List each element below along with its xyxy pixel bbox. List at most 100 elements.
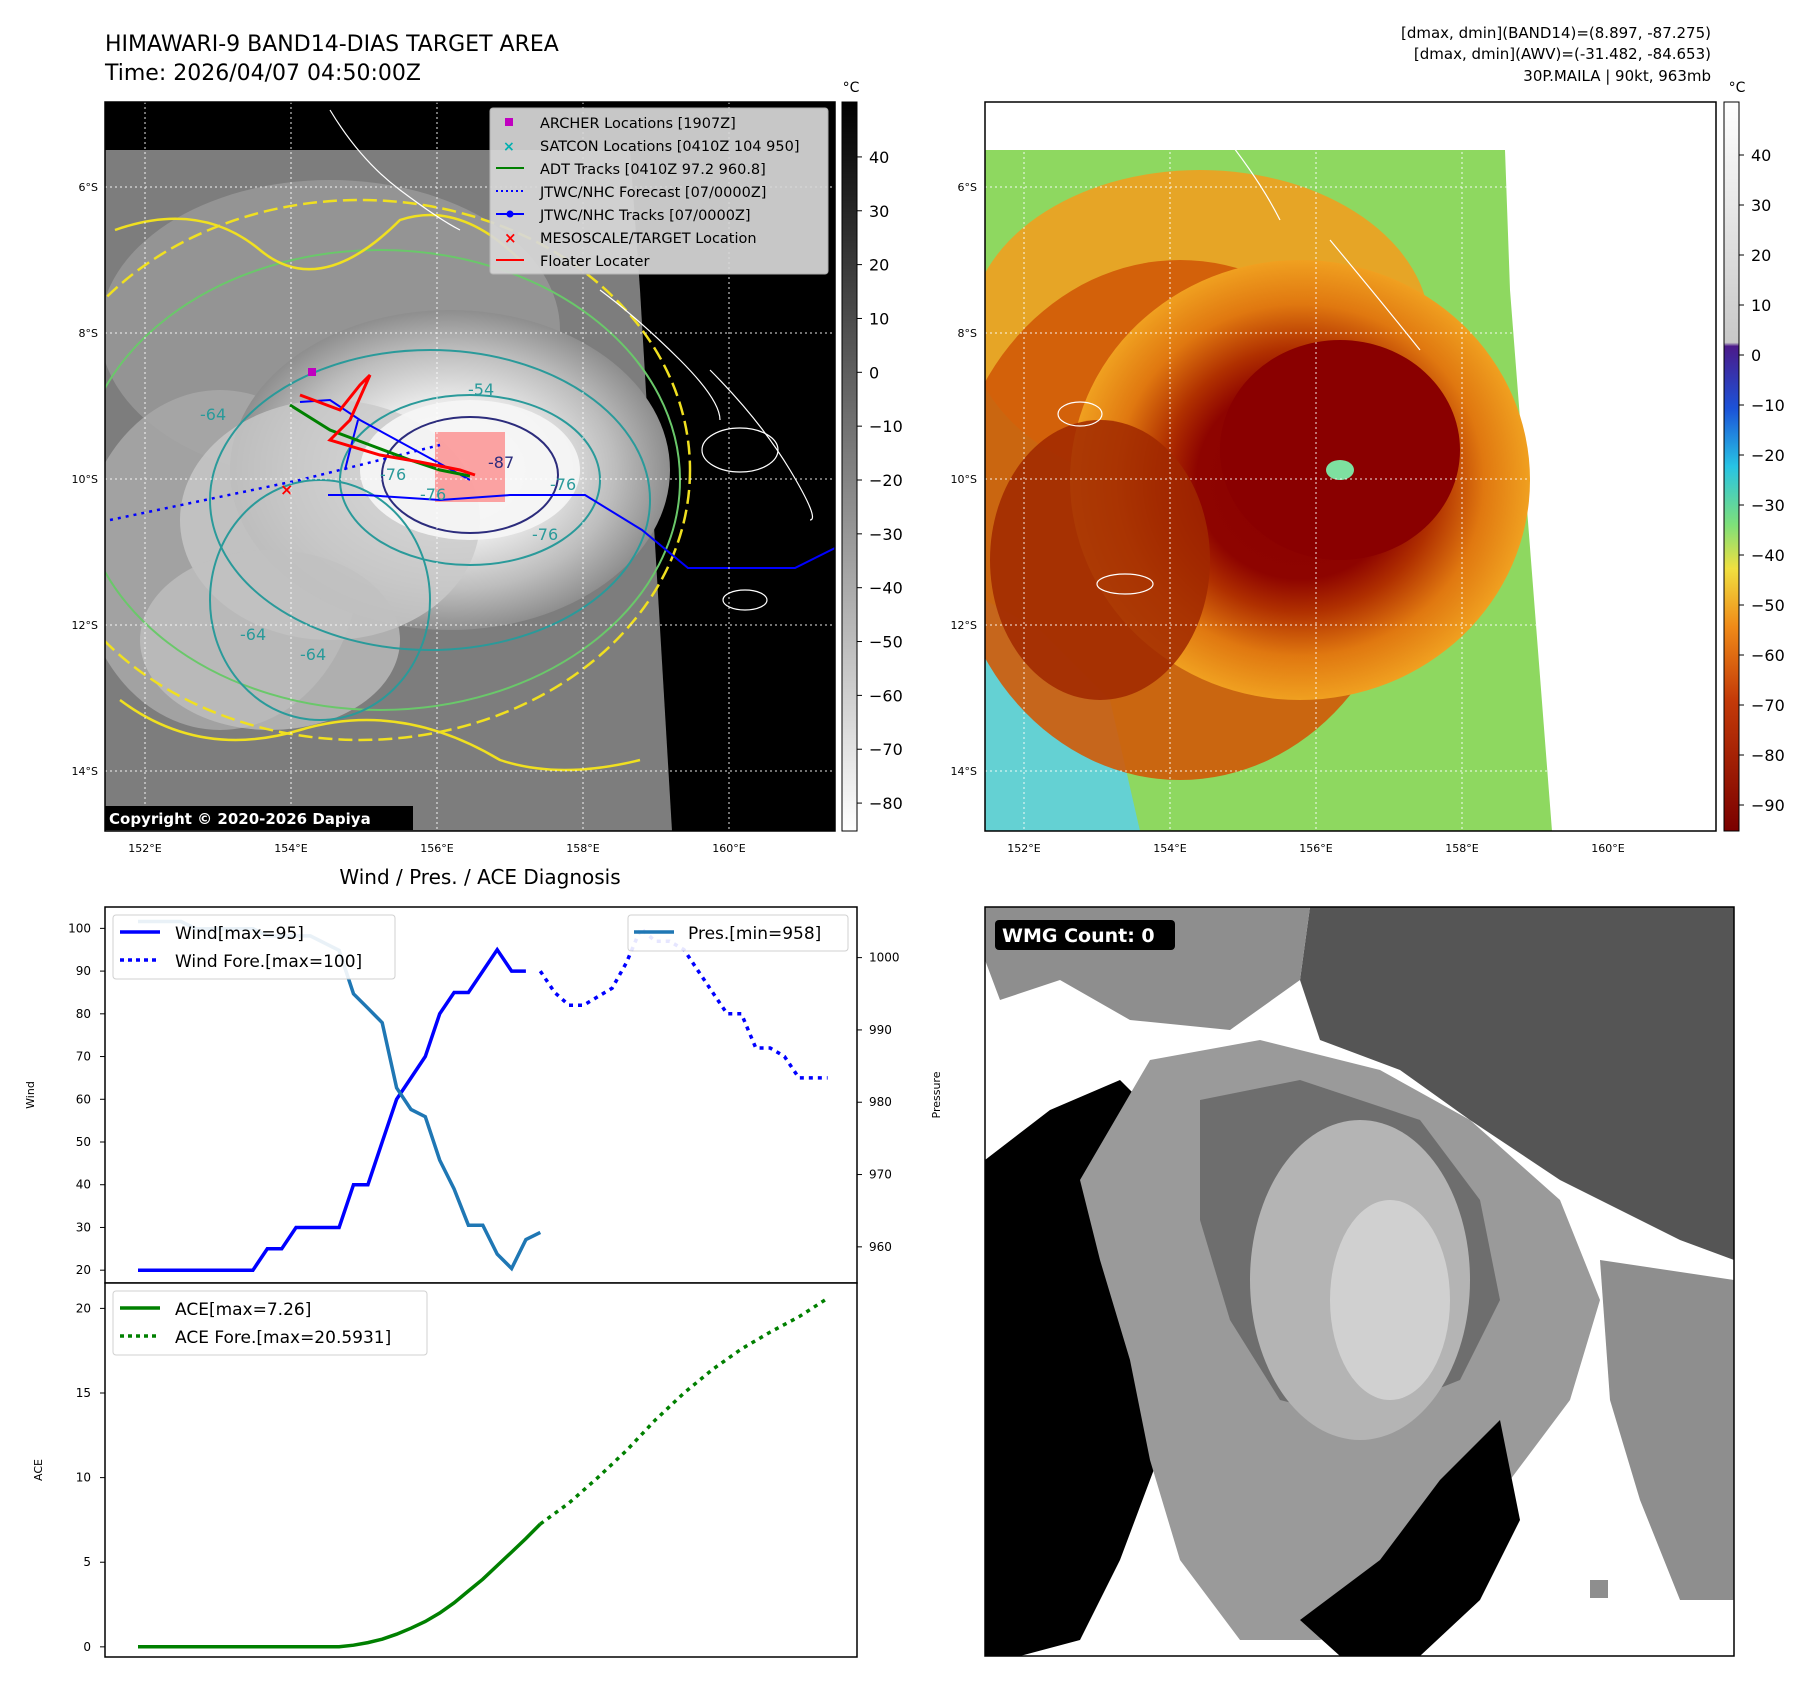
svg-text:10°S: 10°S bbox=[72, 473, 98, 486]
map1-coastline bbox=[329, 109, 461, 231]
header: HIMAWARI-9 BAND14-DIAS TARGET AREA Time:… bbox=[104, 24, 1711, 86]
wind-ytick-label: 30 bbox=[76, 1220, 91, 1234]
band14-colorbar-tick-label: −20 bbox=[869, 471, 903, 490]
awv-colorbar-ticks: 40 30 20 10 0 −10 −20 −30 −40 −50 −60 −70 −80 −90 bbox=[1739, 146, 1785, 815]
svg-text:-64: -64 bbox=[240, 625, 266, 644]
svg-text:154°E: 154°E bbox=[274, 842, 307, 855]
wmg-count-box bbox=[995, 920, 1175, 950]
pressure-ytick-label: 960 bbox=[869, 1240, 892, 1254]
wind-ytick-label: 80 bbox=[76, 1007, 91, 1021]
ace-chart: 0 5 10 15 20 ACE ACE[max=7.26] ACE Fore.[max… bbox=[32, 1282, 858, 1658]
awv-colorbar-tick-label: 30 bbox=[1751, 196, 1771, 215]
legend-tracks: JTWC/NHC Tracks [07/0000Z] bbox=[539, 208, 751, 224]
wind-ytick-label: 50 bbox=[76, 1135, 91, 1149]
contour-64 bbox=[209, 349, 651, 651]
svg-text:-76: -76 bbox=[420, 485, 446, 504]
svg-text:-54: -54 bbox=[468, 380, 494, 399]
legend-ace: ACE[max=7.26] bbox=[175, 1300, 311, 1320]
svg-text:6°S: 6°S bbox=[79, 181, 98, 194]
svg-text:158°E: 158°E bbox=[566, 842, 599, 855]
pressure-ytick-label: 980 bbox=[869, 1095, 892, 1109]
band14-colorbar-unit: °C bbox=[843, 80, 860, 96]
band14-colorbar-tick-label: −70 bbox=[869, 740, 903, 759]
svg-text:160°E: 160°E bbox=[712, 842, 745, 855]
map2-gridlines bbox=[985, 102, 1716, 831]
svg-text:-64: -64 bbox=[300, 645, 326, 664]
awv-colorbar-tick-label: −50 bbox=[1751, 596, 1785, 615]
map1-imagery: × bbox=[105, 109, 835, 831]
legend-mesoscale-marker: × bbox=[504, 229, 517, 247]
ace-ytick-label: 20 bbox=[76, 1301, 91, 1315]
legend-pressure: Pres.[min=958] bbox=[688, 924, 821, 944]
legend-wind-fore: Wind Fore.[max=100] bbox=[175, 952, 362, 972]
svg-text:-76: -76 bbox=[380, 465, 406, 484]
awv-colorbar-tick-label: −60 bbox=[1751, 646, 1785, 665]
svg-text:156°E: 156°E bbox=[420, 842, 453, 855]
awv-colorbar-tick-label: −20 bbox=[1751, 446, 1785, 465]
band14-colorbar-ticks: 40 30 20 10 0 −10 −20 −30 −40 −50 −60 −70 −80 bbox=[857, 148, 903, 813]
pressure-yaxis-ticks: 960 970 980 990 1000 bbox=[857, 951, 900, 1254]
legend-mesoscale: MESOSCALE/TARGET Location bbox=[540, 231, 757, 247]
band14-colorbar-tick-label: 40 bbox=[869, 148, 889, 167]
info-awv-range: [dmax, dmin](AWV)=(-31.482, -84.653) bbox=[1414, 45, 1711, 63]
wind-ytick-label: 100 bbox=[68, 921, 91, 935]
wind-pressure-chart: Wind / Pres. / ACE Diagnosis 20 30 40 50 60 7… bbox=[24, 865, 943, 1284]
legend-forecast: JTWC/NHC Forecast [07/0000Z] bbox=[539, 185, 766, 201]
svg-text:-87: -87 bbox=[488, 453, 514, 472]
svg-text:8°S: 8°S bbox=[79, 327, 98, 340]
awv-colorbar-tick-label: 40 bbox=[1751, 146, 1771, 165]
band14-colorbar-tick-label: 20 bbox=[869, 256, 889, 275]
wind-ytick-label: 70 bbox=[76, 1050, 91, 1064]
legend-box bbox=[489, 107, 829, 275]
awv-colorbar-tick-label: −70 bbox=[1751, 696, 1785, 715]
contour-87 bbox=[381, 416, 559, 534]
legend-wind: Wind[max=95] bbox=[175, 924, 304, 944]
pressure-legend: Pres.[min=958] bbox=[627, 914, 849, 952]
band14-colorbar-tick-label: −80 bbox=[869, 794, 903, 813]
svg-text:152°E: 152°E bbox=[1007, 842, 1040, 855]
svg-text:12°S: 12°S bbox=[951, 619, 977, 632]
legend-adt: ADT Tracks [0410Z 97.2 960.8] bbox=[540, 162, 766, 178]
band14-colorbar-bar bbox=[841, 101, 858, 832]
svg-text:-76: -76 bbox=[550, 475, 576, 494]
diagnosis-title: Wind / Pres. / ACE Diagnosis bbox=[339, 865, 620, 889]
awv-colorbar-tick-label: −80 bbox=[1751, 746, 1785, 765]
map2-lon-labels: 152°E 154°E 156°E 158°E 160°E bbox=[1007, 842, 1624, 855]
series-ace bbox=[138, 1522, 542, 1649]
ace-series-group bbox=[138, 1296, 829, 1649]
svg-text:8°S: 8°S bbox=[958, 327, 977, 340]
figure-time: Time: 2026/04/07 04:50:00Z bbox=[104, 61, 421, 86]
wmg-count-label: WMG Count: 0 bbox=[1002, 925, 1155, 947]
adt-track-line bbox=[289, 403, 471, 478]
svg-text:12°S: 12°S bbox=[72, 619, 98, 632]
band14-colorbar: °C 40 30 20 10 0 −10 −20 −30 −40 −50 −60 −70 −80 bbox=[841, 80, 903, 832]
svg-text:152°E: 152°E bbox=[128, 842, 161, 855]
awv-map: 152°E 154°E 156°E 158°E 160°E 6°S 8°S 10… bbox=[951, 101, 1717, 855]
mesoscale-marker: × bbox=[280, 480, 293, 499]
contour-44 bbox=[105, 198, 692, 742]
awv-colorbar-tick-label: −90 bbox=[1751, 796, 1785, 815]
wind-ytick-label: 90 bbox=[76, 964, 91, 978]
wind-legend: Wind[max=95] Wind Fore.[max=100] bbox=[112, 914, 396, 980]
band14-colorbar-tick-label: −40 bbox=[869, 579, 903, 598]
band14-colorbar-tick-label: −60 bbox=[869, 686, 903, 705]
map2-coastline bbox=[1219, 129, 1281, 221]
awv-colorbar-tick-label: −30 bbox=[1751, 496, 1785, 515]
svg-text:154°E: 154°E bbox=[1153, 842, 1186, 855]
wind-ylabel: Wind bbox=[24, 1081, 37, 1109]
floater-track-line bbox=[299, 373, 476, 477]
map1-gridlines bbox=[105, 102, 835, 831]
svg-text:14°S: 14°S bbox=[951, 765, 977, 778]
map1-lon-labels: 152°E 154°E 156°E 158°E 160°E bbox=[128, 842, 745, 855]
awv-colorbar-tick-label: 0 bbox=[1751, 346, 1761, 365]
ace-yaxis-ticks: 0 5 10 15 20 bbox=[76, 1301, 105, 1654]
band14-colorbar-tick-label: 10 bbox=[869, 309, 889, 328]
awv-colorbar-tick-label: 10 bbox=[1751, 296, 1771, 315]
contour-76 bbox=[339, 394, 601, 566]
svg-text:160°E: 160°E bbox=[1591, 842, 1624, 855]
awv-colorbar-tick-label: −10 bbox=[1751, 396, 1785, 415]
awv-colorbar-tick-label: 20 bbox=[1751, 246, 1771, 265]
pressure-ytick-label: 970 bbox=[869, 1168, 892, 1182]
ace-ytick-label: 5 bbox=[83, 1555, 91, 1569]
